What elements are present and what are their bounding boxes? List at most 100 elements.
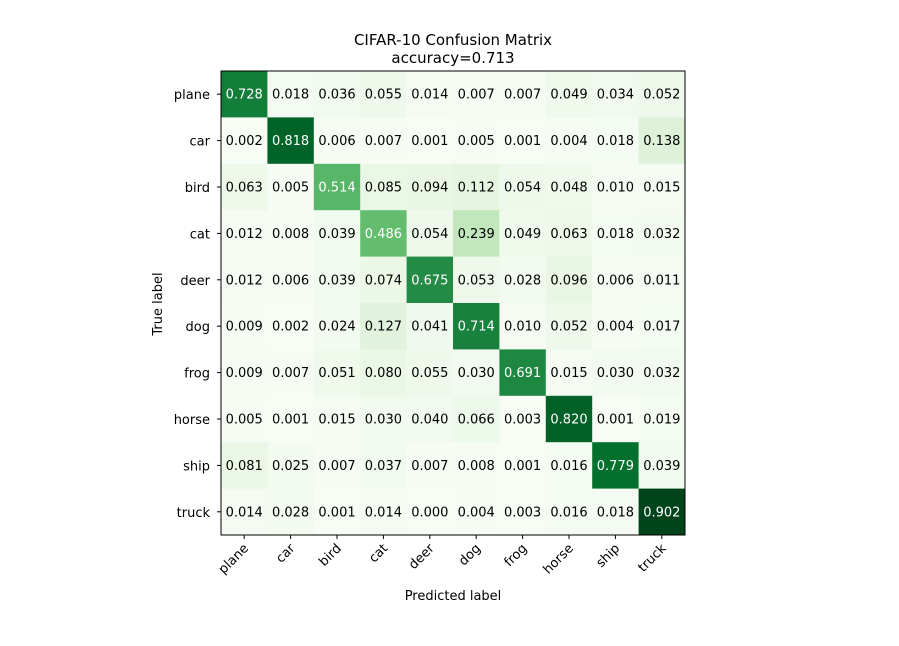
cell-value-label: 0.037 (365, 459, 402, 474)
cell-value-label: 0.028 (504, 273, 541, 288)
cell-value-label: 0.112 (458, 181, 495, 196)
heatmap-cell (499, 349, 547, 397)
cell-value-label: 0.040 (411, 413, 448, 428)
heatmap-cell (360, 395, 408, 443)
heatmap-cell (221, 117, 268, 165)
heatmap-cell (360, 117, 408, 165)
cell-value-label: 0.096 (550, 273, 587, 288)
cell-value-label: 0.820 (550, 413, 587, 428)
heatmap-cell (360, 71, 408, 118)
x-tick-label: horse (541, 541, 577, 577)
y-tick-label: frog (184, 367, 210, 382)
heatmap-cell (267, 395, 315, 443)
cell-value-label: 0.055 (411, 366, 448, 381)
cell-value-label: 0.032 (643, 227, 680, 242)
heatmap-cell (221, 163, 268, 211)
cell-value-label: 0.127 (365, 320, 402, 335)
heatmap-cell (545, 163, 593, 211)
cell-value-label: 0.039 (318, 227, 355, 242)
cell-value-label: 0.030 (365, 413, 402, 428)
cell-value-label: 0.014 (365, 505, 402, 520)
heatmap-cell (499, 442, 547, 490)
cell-value-label: 0.138 (643, 134, 680, 149)
heatmap-cell (360, 303, 408, 350)
cell-value-label: 0.010 (597, 181, 634, 196)
heatmap-cell (313, 163, 361, 211)
heatmap-cell (221, 256, 268, 304)
y-tick-label: deer (180, 274, 210, 289)
heatmap-cell (406, 303, 454, 350)
heatmap-cell (638, 395, 686, 443)
cell-value-label: 0.081 (226, 459, 263, 474)
cell-value-label: 0.015 (643, 181, 680, 196)
heatmap-cell (453, 256, 500, 304)
cell-value-label: 0.032 (643, 366, 680, 381)
cell-value-label: 0.052 (550, 320, 587, 335)
heatmap-cell (638, 256, 686, 304)
cell-value-label: 0.049 (550, 88, 587, 103)
heatmap-cell (360, 442, 408, 490)
cell-value-label: 0.039 (318, 273, 355, 288)
heatmap-cell (360, 210, 408, 258)
cell-value-label: 0.015 (318, 413, 355, 428)
heatmap-cell (406, 163, 454, 211)
heatmap-cell (406, 349, 454, 397)
x-tick-label: ship (594, 541, 624, 571)
y-tick-label: cat (190, 227, 210, 242)
heatmap-cell (453, 395, 500, 443)
cell-value-label: 0.036 (318, 88, 355, 103)
cell-value-label: 0.001 (411, 134, 448, 149)
x-tick-label: car (273, 541, 299, 567)
cell-value-label: 0.014 (411, 88, 448, 103)
heatmap-cell (499, 488, 547, 536)
y-tick-label: dog (186, 320, 210, 335)
cell-value-label: 0.675 (411, 273, 448, 288)
cell-value-label: 0.015 (550, 366, 587, 381)
y-tick-label: car (190, 135, 211, 150)
cell-value-label: 0.016 (550, 459, 587, 474)
cell-value-label: 0.030 (458, 366, 495, 381)
cell-value-label: 0.094 (411, 181, 448, 196)
cell-value-label: 0.001 (504, 459, 541, 474)
x-tick-label: bird (316, 541, 344, 569)
x-tick-label: frog (502, 541, 531, 570)
heatmap-cell (592, 163, 640, 211)
cell-value-label: 0.018 (597, 134, 634, 149)
heatmap-cell (267, 210, 315, 258)
heatmap-cell (592, 488, 640, 536)
cell-value-label: 0.007 (411, 459, 448, 474)
cell-value-label: 0.063 (550, 227, 587, 242)
heatmap-cell (221, 303, 268, 350)
heatmap-cell (545, 117, 593, 165)
cell-value-label: 0.000 (411, 505, 448, 520)
cell-value-label: 0.004 (597, 320, 634, 335)
heatmap-cell (453, 117, 500, 165)
heatmap-cell (453, 71, 500, 118)
heatmap-cell (592, 395, 640, 443)
heatmap-cell (267, 303, 315, 350)
x-tick-label: deer (406, 541, 438, 573)
chart-title: CIFAR-10 Confusion Matrix (354, 31, 552, 49)
cell-value-label: 0.006 (597, 273, 634, 288)
x-tick-label: cat (366, 541, 391, 566)
heatmap-cell (638, 442, 686, 490)
heatmap-cell (360, 163, 408, 211)
cell-value-label: 0.085 (365, 181, 402, 196)
cell-value-label: 0.051 (318, 366, 355, 381)
heatmap-cell (313, 210, 361, 258)
y-tick-label: truck (177, 506, 211, 521)
cell-value-label: 0.486 (365, 227, 402, 242)
cell-value-label: 0.239 (458, 227, 495, 242)
heatmap-cell (221, 210, 268, 258)
x-axis-label: Predicted label (405, 589, 502, 604)
heatmap-cell (267, 349, 315, 397)
heatmap-cells (221, 71, 686, 536)
cell-value-label: 0.005 (272, 181, 309, 196)
heatmap-cell (406, 210, 454, 258)
cell-value-label: 0.001 (272, 413, 309, 428)
cell-value-label: 0.024 (318, 320, 355, 335)
x-tick-label: plane (216, 541, 252, 577)
heatmap-cell (453, 442, 500, 490)
heatmap-cell (499, 256, 547, 304)
heatmap-cell (638, 163, 686, 211)
